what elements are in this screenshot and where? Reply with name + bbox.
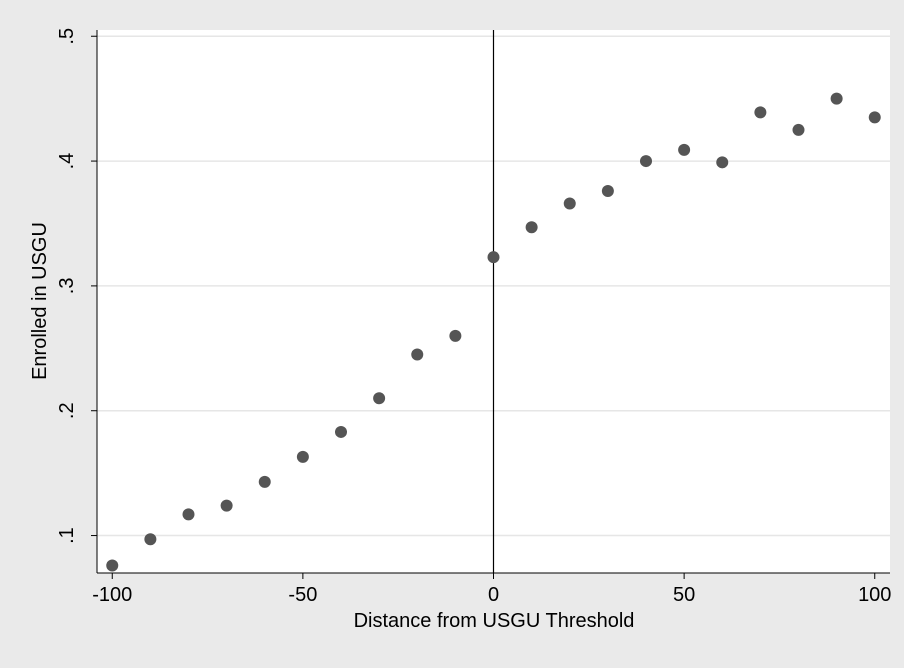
data-point xyxy=(754,106,767,119)
data-point xyxy=(258,475,271,488)
data-point xyxy=(640,155,652,168)
y-tick-label: .2 xyxy=(56,402,78,419)
data-point xyxy=(678,143,691,156)
data-point xyxy=(868,111,881,124)
data-point xyxy=(373,392,386,405)
x-axis-label: Distance from USGU Threshold xyxy=(354,610,635,632)
axes xyxy=(91,30,890,579)
data-point xyxy=(525,221,538,234)
data-point xyxy=(182,508,195,521)
data-point xyxy=(106,559,119,572)
data-point xyxy=(144,533,157,546)
y-tick-label: .4 xyxy=(56,153,78,170)
data-point xyxy=(601,185,614,198)
y-axis-label: Enrolled in USGU xyxy=(29,222,51,380)
x-tick-label: -100 xyxy=(92,584,132,606)
data-points xyxy=(106,92,881,572)
y-tick-label: .5 xyxy=(56,28,78,45)
x-tick-label: -50 xyxy=(288,584,317,606)
data-point xyxy=(335,425,347,438)
data-point xyxy=(449,329,462,342)
data-point xyxy=(830,92,843,105)
data-point xyxy=(487,251,500,264)
data-point xyxy=(563,197,576,210)
x-tick-label: 50 xyxy=(673,584,695,606)
x-tick-label: 0 xyxy=(488,584,499,606)
x-tick-label: 100 xyxy=(858,584,891,606)
y-tick-label: .3 xyxy=(56,278,78,295)
data-point xyxy=(716,156,729,169)
data-point xyxy=(792,123,805,136)
data-point xyxy=(220,499,233,512)
data-point xyxy=(411,348,424,361)
tick-labels: .1 .2 .3 .4 .5 -100 -50 0 50 100 xyxy=(56,28,891,606)
data-point xyxy=(296,450,309,463)
y-tick-label: .1 xyxy=(56,527,78,544)
